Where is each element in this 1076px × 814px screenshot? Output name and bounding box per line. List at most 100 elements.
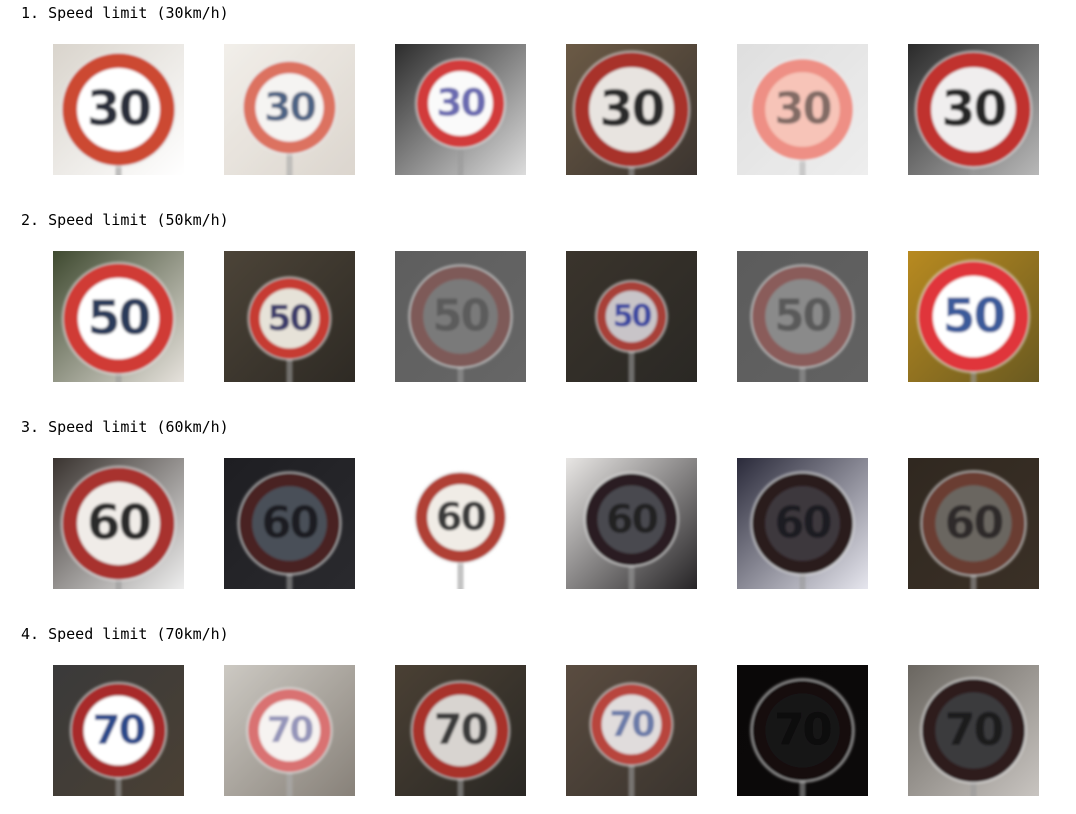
speed-number: 70: [92, 706, 145, 754]
speed-limit-sign-image: 30: [737, 44, 868, 175]
sign-thumbnail: 60: [53, 458, 184, 589]
class-title: 3. Speed limit (60km/h): [21, 418, 229, 436]
sign-pole: [115, 773, 122, 796]
sign-thumbnail: 50: [737, 251, 868, 382]
sign-face: [935, 692, 1012, 769]
sign-face: [77, 482, 160, 565]
speed-limit-sign-image: 60: [566, 458, 697, 589]
speed-number: 70: [434, 706, 488, 754]
speed-number: 30: [264, 84, 315, 130]
sign-thumbnail: 50: [566, 251, 697, 382]
sign-thumbnail: 60: [566, 458, 697, 589]
sign-thumbnail: 50: [908, 251, 1039, 382]
sign-face: [597, 485, 666, 554]
speed-number: 30: [87, 81, 151, 137]
sign-pole: [799, 155, 806, 175]
class-section-4: 4. Speed limit (70km/h) 70 70 70 70 70 70: [0, 624, 1076, 814]
speed-number: 50: [267, 299, 312, 339]
sign-face: [427, 484, 494, 551]
speed-number: 30: [436, 81, 485, 125]
speed-limit-sign-image: 60: [53, 458, 184, 589]
sign-pole: [457, 774, 464, 796]
speed-limit-sign-image: 50: [566, 251, 697, 382]
sign-pole: [799, 569, 806, 589]
sign-pole: [115, 369, 122, 382]
sign-thumbnail: 70: [224, 665, 355, 796]
sign-thumbnail: 30: [224, 44, 355, 175]
sign-face: [765, 693, 840, 768]
sign-pole: [286, 569, 293, 589]
sign-pole: [115, 575, 122, 589]
sign-face: [765, 279, 840, 354]
sign-thumbnail: 70: [566, 665, 697, 796]
sign-face: [83, 695, 154, 766]
speed-limit-sign-image: 70: [53, 665, 184, 796]
sign-pole: [457, 558, 464, 589]
speed-limit-sign-image: 70: [737, 665, 868, 796]
sign-face: [77, 68, 160, 151]
speed-number: 60: [606, 496, 657, 542]
sign-pole: [286, 354, 293, 382]
sign-thumbnail: 30: [737, 44, 868, 175]
sign-face: [765, 486, 840, 561]
class-title: 4. Speed limit (70km/h): [21, 625, 229, 643]
speed-number: 60: [87, 495, 151, 551]
class-title: 1. Speed limit (30km/h): [21, 4, 229, 22]
speed-limit-sign-image: 60: [908, 458, 1039, 589]
sign-face: [77, 277, 160, 360]
sign-thumbnail: 30: [53, 44, 184, 175]
speed-limit-sign-image: 60: [224, 458, 355, 589]
speed-limit-sign-image: 70: [566, 665, 697, 796]
speed-limit-sign-image: 50: [908, 251, 1039, 382]
sign-pole: [457, 143, 464, 175]
sign-thumbnail: 50: [224, 251, 355, 382]
overexposure-haze: [224, 44, 355, 175]
speed-number: 50: [613, 299, 652, 334]
speed-limit-sign-image: 30: [908, 44, 1039, 175]
sign-face: [605, 290, 658, 343]
sign-thumbnail: 30: [395, 44, 526, 175]
speed-limit-sign-image: 50: [224, 251, 355, 382]
speed-number: 50: [774, 292, 831, 342]
class-title: 2. Speed limit (50km/h): [21, 211, 229, 229]
sign-thumbnail: 60: [224, 458, 355, 589]
sign-face: [935, 485, 1012, 562]
speed-limit-sign-image: 70: [395, 665, 526, 796]
sign-face: [601, 694, 662, 755]
speed-limit-sign-image: 30: [566, 44, 697, 175]
sign-thumbnail: 70: [908, 665, 1039, 796]
sign-face: [258, 699, 321, 762]
sign-face: [255, 73, 324, 142]
sign-thumbnail: 70: [53, 665, 184, 796]
sign-pole: [628, 162, 635, 175]
speed-limit-sign-image: 50: [737, 251, 868, 382]
speed-number: 50: [88, 291, 150, 346]
speed-number: 30: [941, 79, 1005, 137]
speed-number: 30: [599, 79, 663, 137]
speed-number: 60: [945, 498, 1003, 549]
speed-number: 30: [774, 85, 831, 135]
speed-number: 70: [945, 705, 1003, 756]
sign-pole: [970, 367, 977, 382]
sign-face: [252, 486, 327, 561]
sign-pole: [628, 347, 635, 382]
class-section-1: 1. Speed limit (30km/h) 30 30 30 30 30 30: [0, 3, 1076, 193]
overexposure-haze: [224, 665, 355, 796]
sign-thumbnail: 70: [737, 665, 868, 796]
sign-pole: [286, 767, 293, 796]
speed-number: 50: [943, 289, 1005, 344]
sign-face: [423, 279, 498, 354]
sign-thumbnail: 60: [908, 458, 1039, 589]
sign-pole: [970, 162, 977, 175]
speed-limit-sign-image: 30: [395, 44, 526, 175]
sign-face: [765, 72, 840, 147]
speed-number: 60: [774, 499, 831, 549]
sign-face: [932, 275, 1015, 358]
sign-thumbnail: 60: [395, 458, 526, 589]
sign-face: [259, 288, 320, 349]
sign-pole: [115, 161, 122, 175]
class-section-3: 3. Speed limit (60km/h) 60 60 60 60 60 60: [0, 417, 1076, 607]
speed-number: 60: [261, 499, 318, 549]
sign-thumbnail: 70: [395, 665, 526, 796]
speed-limit-sign-image: 70: [908, 665, 1039, 796]
